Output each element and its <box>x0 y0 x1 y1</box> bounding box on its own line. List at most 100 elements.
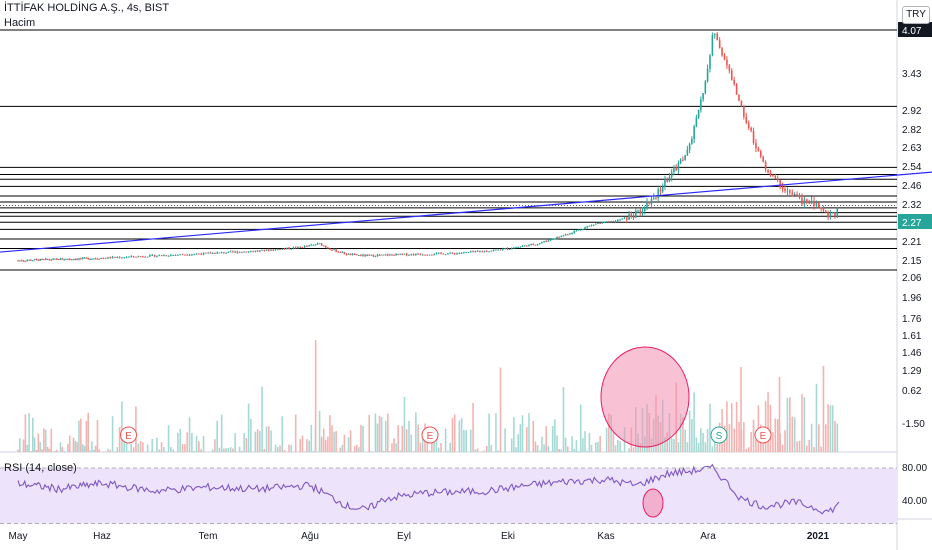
candle <box>61 258 64 260</box>
candle <box>495 249 497 251</box>
candle <box>608 221 610 223</box>
candle <box>815 202 818 207</box>
candle <box>726 59 728 66</box>
candle <box>85 257 88 259</box>
candle <box>125 257 128 259</box>
volume-bar <box>252 451 254 452</box>
volume-bar <box>267 426 270 452</box>
candle <box>281 248 284 250</box>
candle <box>234 251 236 253</box>
volume-bar <box>458 420 461 452</box>
price-axis-label: 2.32 <box>902 200 922 211</box>
volume-bar <box>510 438 513 452</box>
candle <box>324 245 327 248</box>
candle <box>241 251 243 253</box>
candle <box>532 243 535 245</box>
candle <box>465 252 467 254</box>
candle <box>706 68 709 82</box>
candle <box>646 201 648 208</box>
volume-bar <box>247 403 250 452</box>
candle <box>229 251 232 253</box>
volume-bar <box>612 432 615 452</box>
candle <box>372 254 375 257</box>
candle <box>137 256 140 258</box>
price-axis-label: 1.29 <box>902 366 922 377</box>
volume-bar <box>397 425 399 452</box>
candle <box>760 151 762 157</box>
volume-bar <box>172 449 175 452</box>
candle <box>779 180 781 187</box>
volume-bar <box>590 444 593 452</box>
candle <box>333 249 335 251</box>
trendline <box>0 171 932 253</box>
volume-bar <box>492 451 495 452</box>
currency-button[interactable]: TRY <box>902 6 930 24</box>
candle <box>582 229 584 231</box>
candle <box>288 247 290 249</box>
volume-bar <box>26 444 29 452</box>
volume-bar <box>813 446 815 452</box>
candle <box>810 200 813 204</box>
candle <box>227 251 230 253</box>
price-axis-label: 1.61 <box>902 331 922 342</box>
volume-bar <box>74 440 77 452</box>
candle <box>17 260 19 262</box>
volume-bar <box>41 449 43 452</box>
candle <box>142 256 144 258</box>
volume-bar <box>679 413 682 452</box>
volume-bar <box>599 436 601 452</box>
candle <box>714 33 716 35</box>
volume-bar <box>716 443 719 452</box>
candle <box>128 256 130 258</box>
volume-bar <box>132 447 135 452</box>
candle <box>35 259 38 261</box>
rsi-line <box>17 463 840 515</box>
candle <box>299 246 302 248</box>
candle <box>508 248 511 250</box>
candle <box>156 255 158 257</box>
candle <box>426 254 429 256</box>
volume-bar <box>528 413 530 452</box>
candle <box>351 253 354 256</box>
candle <box>488 251 490 253</box>
volume-bar <box>316 451 319 452</box>
candle <box>74 259 77 261</box>
candle <box>716 33 719 41</box>
volume-bar <box>752 419 755 452</box>
volume-bar <box>214 439 216 452</box>
volume-bar <box>241 450 243 452</box>
candle <box>310 244 313 246</box>
volume-bar <box>320 436 323 452</box>
candle <box>479 251 481 253</box>
price-axis-label: 2.21 <box>902 237 922 248</box>
candle <box>403 253 406 255</box>
volume-bar <box>691 418 693 452</box>
candle <box>449 252 451 254</box>
candle <box>562 235 565 237</box>
candle <box>619 219 621 221</box>
candle <box>30 259 32 261</box>
volume-bar <box>824 424 827 452</box>
volume-bar <box>818 424 820 452</box>
volume-bar <box>290 445 293 452</box>
candle <box>590 224 593 226</box>
volume-bar <box>48 448 51 452</box>
volume-bar <box>306 439 308 452</box>
candle <box>46 258 49 260</box>
candle <box>67 258 69 260</box>
candle <box>376 254 379 257</box>
candle <box>623 217 626 219</box>
price-axis-label: 2.63 <box>902 143 922 154</box>
volume-bar <box>37 433 40 452</box>
candle <box>528 244 530 247</box>
candle <box>292 247 295 249</box>
candle <box>401 253 404 255</box>
candle <box>130 255 133 257</box>
candle <box>52 258 54 260</box>
volume-bar <box>803 397 806 452</box>
volume-bar <box>755 439 757 452</box>
volume-bar <box>776 419 779 452</box>
volume-bar <box>193 450 196 452</box>
volume-bar <box>137 443 140 452</box>
